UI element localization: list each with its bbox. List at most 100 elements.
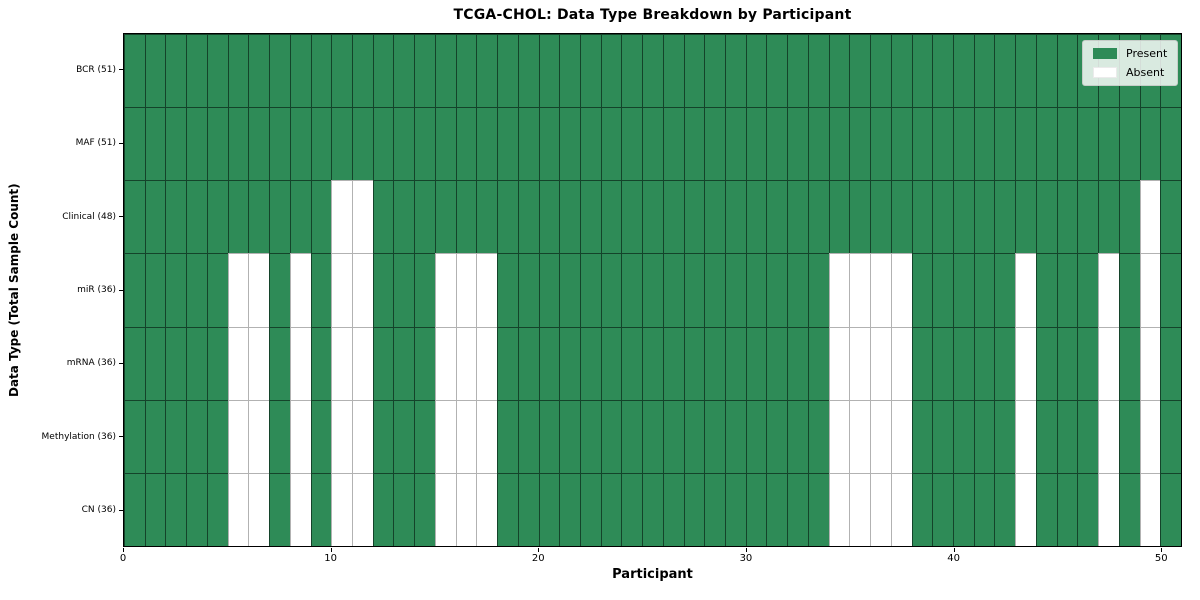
matrix-cell <box>455 472 477 546</box>
matrix-cell <box>1015 253 1036 327</box>
matrix-cell <box>289 34 311 108</box>
matrix-cell <box>600 180 622 254</box>
matrix-cell <box>932 326 954 400</box>
matrix-cell <box>124 253 145 327</box>
matrix-cell <box>787 107 808 181</box>
matrix-cell <box>310 472 332 546</box>
matrix-cell <box>642 472 663 546</box>
matrix-cell <box>725 326 746 400</box>
matrix-cell <box>828 326 850 400</box>
matrix-cell <box>393 34 415 108</box>
matrix-cell <box>1015 107 1036 181</box>
matrix-cell <box>206 34 228 108</box>
matrix-cell <box>994 253 1016 327</box>
matrix-cell <box>621 472 643 546</box>
present-swatch-icon <box>1093 48 1117 59</box>
matrix-cell <box>269 399 290 473</box>
matrix-cell <box>1015 399 1036 473</box>
matrix-cell <box>994 107 1016 181</box>
matrix-cell <box>517 399 539 473</box>
matrix-cell <box>124 107 145 181</box>
matrix-cell <box>828 399 850 473</box>
matrix-cell <box>1118 399 1140 473</box>
matrix-cell <box>662 34 684 108</box>
x-axis-title: Participant <box>612 567 693 582</box>
matrix-cell <box>683 399 705 473</box>
x-tick-mark <box>953 548 955 552</box>
matrix-cell <box>248 399 270 473</box>
legend-label: Present <box>1126 47 1168 60</box>
matrix-cell <box>642 107 663 181</box>
matrix-cell <box>1035 180 1057 254</box>
matrix-cell <box>973 253 995 327</box>
matrix-cell <box>497 253 518 327</box>
matrix-cell <box>372 107 394 181</box>
matrix-cell <box>911 253 933 327</box>
matrix-cell <box>704 253 726 327</box>
matrix-cell <box>227 253 249 327</box>
x-tick-label: 20 <box>531 553 545 564</box>
matrix-cell <box>1077 472 1099 546</box>
matrix-cell <box>538 472 560 546</box>
matrix-cell <box>559 399 580 473</box>
matrix-cell <box>1077 326 1099 400</box>
matrix-cell <box>911 399 933 473</box>
matrix-cell <box>642 399 663 473</box>
matrix-cell <box>600 472 622 546</box>
x-tick-mark <box>1161 548 1163 552</box>
matrix-cell <box>766 399 788 473</box>
matrix-cell <box>704 399 726 473</box>
y-tick-label: CN (36) <box>81 505 116 516</box>
matrix-cell <box>683 253 705 327</box>
matrix-cell <box>1077 253 1099 327</box>
matrix-cell <box>165 34 187 108</box>
matrix-cell <box>331 399 352 473</box>
matrix-cell <box>849 107 871 181</box>
matrix-cell <box>870 34 891 108</box>
matrix-cell <box>807 326 829 400</box>
matrix-cell <box>1056 472 1078 546</box>
matrix-cell <box>683 326 705 400</box>
matrix-cell <box>186 253 207 327</box>
matrix-cell <box>932 34 954 108</box>
matrix-cell <box>497 180 518 254</box>
matrix-cell <box>538 326 560 400</box>
matrix-cell <box>1035 326 1057 400</box>
x-tick-label: 0 <box>119 553 127 564</box>
matrix-cell <box>704 107 726 181</box>
matrix-cell <box>1035 472 1057 546</box>
matrix-cell <box>787 34 808 108</box>
matrix-cell <box>414 472 435 546</box>
matrix-cell <box>662 326 684 400</box>
matrix-cell <box>890 253 912 327</box>
matrix-cell <box>1139 107 1161 181</box>
matrix-cell <box>1077 107 1099 181</box>
matrix-cell <box>331 472 352 546</box>
chart-title: TCGA-CHOL: Data Type Breakdown by Partic… <box>453 7 852 23</box>
matrix-cell <box>745 107 767 181</box>
matrix-cell <box>538 107 560 181</box>
matrix-cell <box>621 253 643 327</box>
matrix-cell <box>1160 472 1181 546</box>
matrix-cell <box>953 399 974 473</box>
matrix-cell <box>186 472 207 546</box>
matrix-cell <box>911 472 933 546</box>
matrix-cell <box>1160 107 1181 181</box>
matrix-cell <box>351 107 373 181</box>
x-tick-label: 40 <box>947 553 960 564</box>
matrix-cell <box>1118 472 1140 546</box>
matrix-cell <box>393 472 415 546</box>
matrix-cell <box>1015 180 1036 254</box>
matrix-cell <box>828 34 850 108</box>
matrix-cell <box>621 180 643 254</box>
matrix-cell <box>289 326 311 400</box>
matrix-cell <box>870 472 891 546</box>
matrix-cell <box>434 399 456 473</box>
matrix-cell <box>476 180 498 254</box>
matrix-cell <box>538 34 560 108</box>
matrix-cell <box>662 107 684 181</box>
matrix-cell <box>766 34 788 108</box>
matrix-cell <box>497 326 518 400</box>
matrix-cell <box>248 326 270 400</box>
